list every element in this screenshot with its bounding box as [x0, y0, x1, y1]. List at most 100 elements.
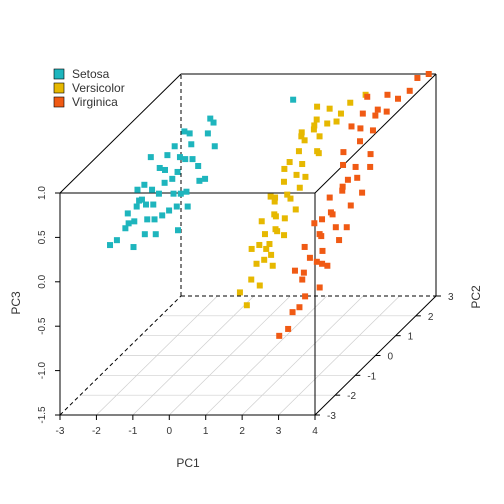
data-point-virginica: [289, 309, 296, 316]
data-point-versicolor: [347, 99, 354, 106]
data-point-versicolor: [314, 148, 321, 155]
data-point-versicolor: [286, 159, 293, 166]
data-point-setosa: [169, 175, 176, 182]
data-point-setosa: [134, 186, 141, 193]
data-point-setosa: [141, 181, 148, 188]
data-point-versicolor: [281, 165, 288, 172]
data-point-versicolor: [256, 241, 263, 248]
data-point-versicolor: [272, 213, 279, 220]
data-point-virginica: [347, 202, 354, 209]
data-point-setosa: [155, 190, 162, 197]
data-point-virginica: [344, 176, 351, 183]
z-tick-label: 1.0: [37, 186, 48, 200]
data-point-setosa: [188, 141, 195, 148]
data-point-setosa: [133, 203, 140, 210]
box-edge: [314, 73, 437, 194]
data-point-virginica: [359, 189, 366, 196]
legend-label: Virginica: [72, 95, 118, 109]
data-point-versicolor: [281, 232, 288, 239]
data-point-versicolor: [337, 110, 344, 117]
data-point-virginica: [311, 220, 318, 227]
data-point-versicolor: [333, 118, 340, 125]
data-points: [107, 71, 432, 339]
z-tick-label: 0.5: [37, 230, 48, 244]
data-point-setosa: [143, 201, 149, 208]
y-tick-label: -3: [327, 411, 336, 422]
data-point-virginica: [324, 262, 331, 269]
x-axis-title: PC1: [176, 456, 200, 470]
data-point-virginica: [300, 269, 307, 276]
data-point-versicolor: [287, 195, 294, 202]
z-tick-label: 0.0: [37, 274, 48, 288]
legend-swatch: [53, 68, 65, 80]
data-point-virginica: [285, 325, 292, 332]
data-point-virginica: [299, 276, 306, 283]
data-point-virginica: [384, 91, 391, 98]
data-point-setosa: [196, 177, 203, 184]
data-point-virginica: [319, 260, 326, 267]
data-point-virginica: [352, 163, 359, 170]
data-point-virginica: [340, 161, 347, 168]
data-point-setosa: [202, 175, 209, 182]
data-point-versicolor: [313, 116, 320, 123]
data-point-versicolor: [298, 133, 305, 140]
data-point-versicolor: [243, 302, 250, 309]
data-point-virginica: [395, 95, 402, 102]
data-point-setosa: [159, 212, 166, 219]
data-point-virginica: [348, 123, 355, 130]
data-point-virginica: [339, 187, 346, 194]
data-point-setosa: [138, 196, 145, 203]
data-point-versicolor: [301, 137, 308, 144]
data-point-setosa: [290, 96, 297, 103]
data-point-setosa: [125, 220, 132, 227]
legend-swatch: [53, 96, 65, 108]
data-point-setosa: [173, 203, 180, 210]
data-point-versicolor: [292, 206, 299, 213]
data-point-setosa: [181, 128, 188, 135]
x-tick-label: 4: [312, 426, 318, 437]
data-point-setosa: [166, 207, 173, 214]
data-point-versicolor: [269, 262, 276, 269]
data-point-setosa: [147, 154, 154, 161]
data-point-virginica: [291, 267, 298, 274]
data-point-setosa: [210, 119, 217, 126]
data-point-setosa: [189, 156, 196, 163]
y-tick-label: 3: [448, 292, 454, 303]
data-point-versicolor: [258, 218, 265, 225]
data-point-virginica: [383, 108, 390, 115]
data-point-setosa: [171, 143, 178, 150]
data-point-virginica: [374, 106, 381, 113]
data-point-setosa: [170, 190, 177, 197]
data-point-versicolor: [261, 231, 268, 238]
data-point-setosa: [176, 154, 183, 161]
data-point-versicolor: [311, 122, 318, 129]
data-point-virginica: [359, 110, 366, 117]
data-point-versicolor: [248, 276, 255, 283]
data-point-setosa: [183, 188, 190, 195]
data-point-setosa: [141, 231, 148, 238]
data-point-setosa: [130, 244, 137, 251]
data-point-virginica: [296, 304, 303, 311]
data-point-setosa: [207, 115, 214, 122]
data-point-versicolor: [295, 148, 302, 155]
x-tick-label: 2: [239, 426, 245, 437]
data-point-virginica: [316, 284, 323, 291]
data-point-virginica: [364, 93, 371, 100]
data-point-versicolor: [263, 245, 270, 252]
data-point-versicolor: [274, 228, 281, 235]
plot-box: [59, 73, 437, 416]
data-point-versicolor: [299, 161, 306, 168]
data-point-virginica: [367, 151, 374, 158]
data-point-setosa: [144, 216, 151, 223]
data-point-versicolor: [281, 215, 288, 222]
data-point-versicolor: [267, 193, 274, 200]
data-point-setosa: [131, 218, 138, 225]
data-point-setosa: [124, 210, 131, 217]
data-point-virginica: [336, 237, 343, 244]
x-tick-label: -2: [92, 426, 101, 437]
data-point-versicolor: [266, 241, 273, 248]
data-point-setosa: [184, 203, 191, 210]
data-point-virginica: [357, 125, 364, 132]
data-point-setosa: [186, 130, 193, 137]
